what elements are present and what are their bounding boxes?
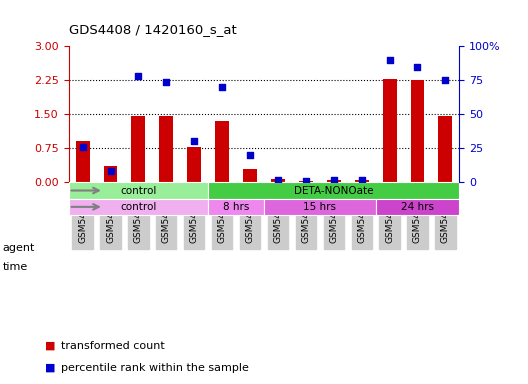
Bar <box>103 166 117 182</box>
Point <box>134 73 143 79</box>
Point <box>301 178 310 184</box>
Point <box>274 177 282 183</box>
Bar <box>383 79 397 182</box>
Point <box>246 152 254 158</box>
Point <box>441 77 450 83</box>
Bar <box>264 199 375 215</box>
Bar <box>355 180 369 182</box>
Bar <box>159 116 173 182</box>
Text: transformed count: transformed count <box>61 341 164 351</box>
Text: control: control <box>120 202 157 212</box>
Bar <box>215 121 229 182</box>
Text: percentile rank within the sample: percentile rank within the sample <box>61 363 249 373</box>
Text: 15 hrs: 15 hrs <box>303 202 336 212</box>
Bar <box>243 169 257 182</box>
Point <box>413 63 422 70</box>
Text: GDS4408 / 1420160_s_at: GDS4408 / 1420160_s_at <box>69 23 237 36</box>
Bar <box>131 116 145 182</box>
Bar <box>208 182 459 199</box>
Point <box>357 177 366 183</box>
Bar <box>438 116 452 182</box>
Bar <box>69 199 208 215</box>
Text: agent: agent <box>3 243 35 253</box>
Point <box>162 78 171 84</box>
Text: control: control <box>120 185 157 195</box>
Point <box>106 168 115 174</box>
Point <box>78 144 87 150</box>
Bar <box>299 180 313 182</box>
Bar <box>327 180 341 182</box>
Text: DETA-NONOate: DETA-NONOate <box>294 185 373 195</box>
Bar <box>208 199 264 215</box>
Bar <box>271 179 285 182</box>
Bar <box>375 199 459 215</box>
Bar <box>69 182 208 199</box>
Text: ■: ■ <box>45 363 55 373</box>
Point <box>385 56 394 63</box>
Text: 24 hrs: 24 hrs <box>401 202 434 212</box>
Text: ■: ■ <box>45 341 55 351</box>
Bar <box>76 141 90 182</box>
Text: time: time <box>3 262 28 272</box>
Text: 8 hrs: 8 hrs <box>223 202 249 212</box>
Bar <box>411 80 425 182</box>
Point <box>329 177 338 184</box>
Point <box>190 138 199 144</box>
Point <box>218 84 227 90</box>
Bar <box>187 147 201 182</box>
